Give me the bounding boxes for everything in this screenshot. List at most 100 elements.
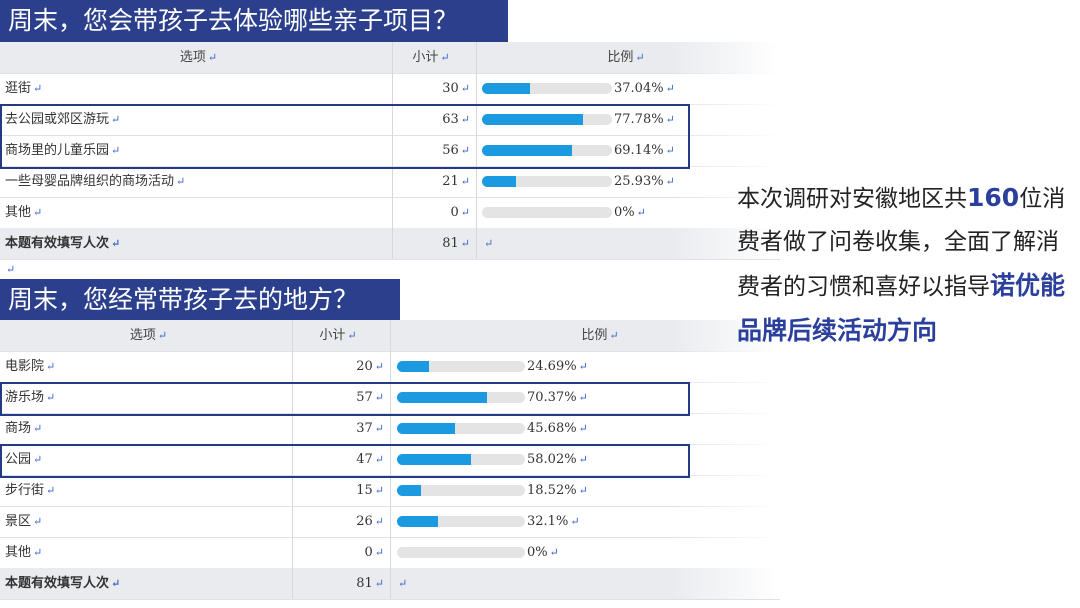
option-label: 景区 ↵ bbox=[0, 506, 292, 537]
total-label: 本题有效填写人次 ↵ bbox=[0, 568, 292, 599]
survey2-table: 选项 ↵ 小计 ↵ 比例 ↵ 电影院 ↵ 20 ↵ 24.69% ↵ 游乐场 ↵ 57 ↵ 70.37% ↵ 商场 ↵… bbox=[0, 320, 780, 608]
option-percent-text: 45.68% bbox=[527, 421, 577, 436]
return-mark-icon: ↵ bbox=[33, 82, 43, 95]
option-percent-text: 77.78% bbox=[614, 112, 664, 127]
option-percent-text: 18.52% bbox=[527, 483, 577, 498]
option-label-text: 其他 bbox=[5, 545, 32, 560]
progress-bar-fill bbox=[397, 454, 472, 465]
option-percent: 0% ↵ bbox=[614, 197, 646, 228]
table-row: 去公园或郊区游玩↵63↵ 77.78% ↵ bbox=[0, 104, 780, 135]
option-label: 商场里的儿童乐园 ↵ bbox=[0, 135, 392, 166]
option-label: 去公园或郊区游玩 ↵ bbox=[0, 104, 392, 135]
option-percent: 32.1% ↵ bbox=[527, 506, 580, 537]
column-divider bbox=[476, 42, 477, 259]
progress-bar-track bbox=[397, 361, 525, 372]
progress-bar-fill bbox=[397, 392, 488, 403]
return-mark-icon: ↵ bbox=[207, 51, 218, 64]
return-mark-icon: ↵ bbox=[460, 82, 470, 95]
table-row: 游乐场 ↵ 57 ↵ 70.37% ↵ bbox=[0, 382, 780, 413]
option-label: 电影院 ↵ bbox=[0, 351, 292, 382]
total-count-text: 81 bbox=[356, 576, 373, 591]
progress-bar-fill bbox=[397, 361, 429, 372]
column-divider bbox=[292, 320, 293, 599]
table-row: 电影院 ↵ 20 ↵ 24.69% ↵ bbox=[0, 351, 780, 382]
option-count: 15 ↵ bbox=[292, 475, 390, 506]
option-percent: 37.04%↵ bbox=[614, 73, 675, 104]
option-percent-text: 0% bbox=[527, 545, 548, 560]
table-row: 商场 ↵ 37 ↵ 45.68% ↵ bbox=[0, 413, 780, 444]
header-ratio: 比例 ↵ bbox=[476, 42, 776, 73]
return-mark-icon: ↵ bbox=[636, 206, 646, 219]
row-divider bbox=[0, 599, 780, 600]
option-percent-text: 37.04% bbox=[614, 81, 664, 96]
option-count-text: 30 bbox=[442, 81, 459, 96]
option-label-text: 游乐场 bbox=[5, 390, 45, 405]
option-label-text: 商场里的儿童乐园 bbox=[5, 143, 110, 158]
return-mark-icon: ↵ bbox=[578, 422, 588, 435]
return-mark-icon: ↵ bbox=[460, 144, 470, 157]
row-divider bbox=[0, 166, 780, 167]
summary-brand: 诺优能品牌后续活动方向 bbox=[737, 271, 1066, 345]
option-label: 商场 ↵ bbox=[0, 413, 292, 444]
option-percent-text: 58.02% bbox=[527, 452, 577, 467]
option-count: 30 ↵ bbox=[392, 73, 476, 104]
progress-bar-track bbox=[482, 207, 612, 218]
header-ratio-text: 比例 bbox=[607, 50, 634, 65]
return-mark-icon: ↵ bbox=[6, 263, 16, 276]
return-mark-icon: ↵ bbox=[374, 546, 384, 559]
option-count-text: 0 bbox=[450, 205, 459, 220]
option-percent: 0% ↵ bbox=[527, 537, 559, 568]
option-label-text: 其他 bbox=[5, 205, 32, 220]
return-mark-icon: ↵ bbox=[460, 113, 470, 126]
return-mark-icon: ↵ bbox=[578, 453, 588, 466]
option-count: 26 ↵ bbox=[292, 506, 390, 537]
row-divider bbox=[0, 135, 780, 136]
return-mark-icon: ↵ bbox=[33, 206, 43, 219]
progress-bar-fill bbox=[482, 114, 584, 125]
highlight-box bbox=[0, 104, 690, 169]
option-percent-text: 25.93% bbox=[614, 174, 664, 189]
return-mark-icon: ↵ bbox=[398, 577, 408, 590]
option-count-text: 20 bbox=[356, 359, 373, 374]
option-percent: 25.93%↵ bbox=[614, 166, 675, 197]
return-mark-icon: ↵ bbox=[578, 484, 588, 497]
option-label: 游乐场 ↵ bbox=[0, 382, 292, 413]
option-count-text: 57 bbox=[356, 390, 373, 405]
return-mark-icon: ↵ bbox=[46, 360, 56, 373]
progress-bar-track bbox=[397, 547, 525, 558]
option-percent-text: 70.37% bbox=[527, 390, 577, 405]
option-label: 公园 ↵ bbox=[0, 444, 292, 475]
return-mark-icon: ↵ bbox=[374, 422, 384, 435]
progress-bar-fill bbox=[397, 423, 456, 434]
option-label: 其他 ↵ bbox=[0, 537, 292, 568]
return-mark-icon: ↵ bbox=[111, 237, 121, 250]
header-option: 选项 ↵ bbox=[0, 320, 292, 351]
return-mark-icon: ↵ bbox=[549, 546, 559, 559]
option-label: 逛街 ↵ bbox=[0, 73, 392, 104]
option-label: 其他 ↵ bbox=[0, 197, 392, 228]
option-count: 0 ↵ bbox=[292, 537, 390, 568]
option-count: 63 ↵ bbox=[392, 104, 476, 135]
summary-part1: 本次调研对安徽地区共 bbox=[737, 186, 967, 212]
survey2-title: 周末，您经常带孩子去的地方？ bbox=[0, 279, 400, 321]
survey1-title: 周末，您会带孩子去体验哪些亲子项目？ bbox=[0, 0, 508, 42]
header-option-text: 选项 bbox=[179, 50, 206, 65]
return-mark-icon: ↵ bbox=[460, 206, 470, 219]
progress-bar-track bbox=[397, 454, 525, 465]
progress-bar-fill bbox=[397, 516, 439, 527]
table-row: 公园 ↵ 47 ↵ 58.02% ↵ bbox=[0, 444, 780, 475]
option-count: 37 ↵ bbox=[292, 413, 390, 444]
header-ratio: 比例 ↵ bbox=[390, 320, 810, 351]
option-label: 一些母婴品牌组织的商场活动 ↵ bbox=[0, 166, 392, 197]
option-label-text: 步行街 bbox=[5, 483, 45, 498]
return-mark-icon: ↵ bbox=[46, 391, 56, 404]
option-label-text: 一些母婴品牌组织的商场活动 bbox=[5, 174, 175, 189]
option-count-text: 0 bbox=[364, 545, 373, 560]
return-mark-icon: ↵ bbox=[635, 51, 645, 64]
table-row: 景区 ↵ 26 ↵ 32.1% ↵ bbox=[0, 506, 780, 537]
option-count: 0 ↵ bbox=[392, 197, 476, 228]
return-mark-icon: ↵ bbox=[484, 237, 494, 250]
row-divider bbox=[0, 73, 780, 74]
return-mark-icon: ↵ bbox=[347, 329, 357, 342]
total-label-text: 本题有效填写人次 bbox=[5, 576, 110, 591]
